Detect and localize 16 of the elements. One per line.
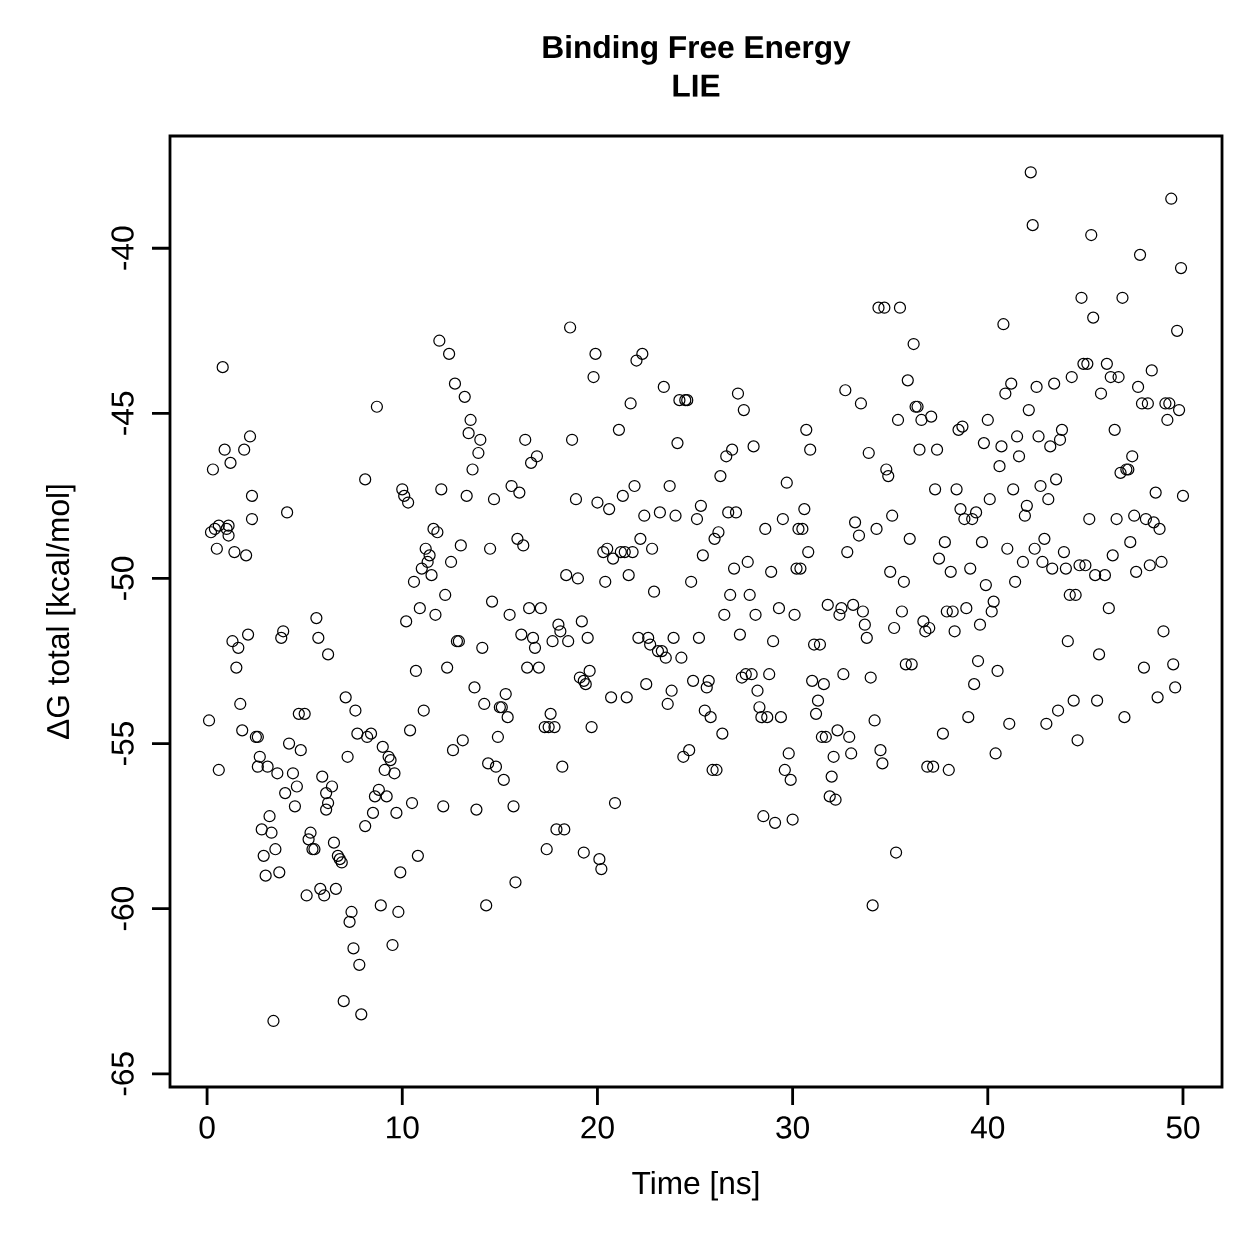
y-tick-label: -50 [111, 556, 134, 600]
chart-title: Binding Free Energy [543, 35, 851, 65]
y-tick-label: -60 [111, 887, 134, 931]
x-tick-label: 40 [970, 1116, 1005, 1139]
chart-subtitle: LIE [673, 74, 720, 97]
x-tick-label: 0 [199, 1116, 215, 1139]
y-axis-title: ΔG total [kcal/mol] [45, 485, 76, 739]
x-tick-label: 50 [1166, 1116, 1200, 1139]
y-tick-label: -45 [111, 391, 134, 435]
y-tick-label: -65 [111, 1052, 134, 1096]
x-tick-label: 10 [387, 1116, 419, 1139]
y-tick-label: -55 [111, 722, 134, 765]
x-tick-label: 30 [776, 1116, 809, 1139]
y-tick-label: -40 [111, 226, 134, 270]
x-axis-title: Time [ns] [632, 1170, 759, 1201]
x-tick-label: 20 [581, 1116, 614, 1139]
